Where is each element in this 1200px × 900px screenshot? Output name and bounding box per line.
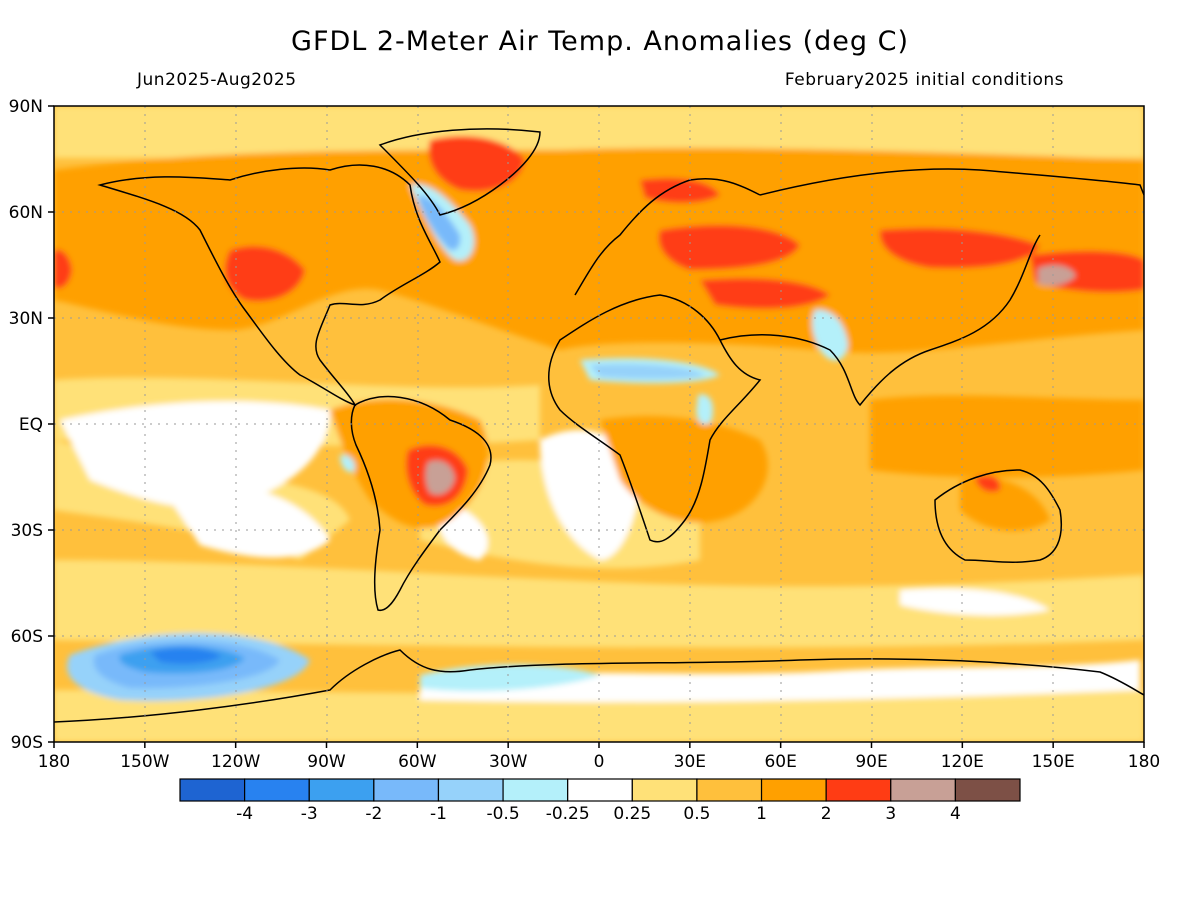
colorbar-swatch bbox=[437, 778, 504, 802]
lat-tick-label: 90N bbox=[9, 97, 43, 117]
initial-conditions: February2025 initial conditions bbox=[784, 70, 1064, 90]
lat-tick-label: 90S bbox=[11, 733, 43, 753]
forecast-period: Jun2025-Aug2025 bbox=[137, 70, 297, 90]
map-title: GFDL 2-Meter Air Temp. Anomalies (deg C) bbox=[291, 26, 909, 57]
lat-tick-label: 60S bbox=[11, 627, 43, 647]
lon-tick-label: 90W bbox=[307, 752, 346, 772]
lon-tick-label: 60W bbox=[398, 752, 437, 772]
lat-tick-label: 60N bbox=[9, 203, 43, 223]
lat-tick-label: 30N bbox=[9, 309, 43, 329]
latitude-axis: 90N 60N 30N EQ 30S 60S 90S bbox=[9, 97, 54, 753]
colorbar-label: 3 bbox=[885, 804, 896, 824]
lon-tick-label: 30W bbox=[489, 752, 528, 772]
colorbar-label: -2 bbox=[365, 804, 382, 824]
colorbar-swatch bbox=[502, 778, 569, 802]
colorbar-swatch bbox=[890, 778, 956, 802]
lon-tick-label: 180 bbox=[38, 752, 70, 772]
colorbar-swatch bbox=[373, 778, 440, 802]
lat-tick-label: EQ bbox=[19, 415, 43, 435]
longitude-axis: 180 150W 120W 90W 60W 30W 0 30E 60E 90E 120E 150E 18… bbox=[38, 742, 1160, 772]
coastlines bbox=[54, 128, 1144, 723]
colorbar-label: -0.25 bbox=[546, 804, 590, 824]
colorbar-swatch bbox=[954, 778, 1021, 802]
colorbar-swatch bbox=[567, 778, 633, 802]
colorbar-label: -1 bbox=[430, 804, 447, 824]
lon-tick-label: 30E bbox=[674, 752, 706, 772]
colorbar-swatch bbox=[308, 778, 375, 802]
lon-tick-label: 120W bbox=[211, 752, 260, 772]
lon-tick-label: 60E bbox=[764, 752, 796, 772]
lon-tick-label: 150E bbox=[1032, 752, 1075, 772]
colorbar-label: 4 bbox=[950, 804, 961, 824]
colorbar-swatch bbox=[760, 778, 827, 802]
colorbar-swatch bbox=[179, 778, 246, 802]
lon-tick-label: 180 bbox=[1128, 752, 1160, 772]
lon-tick-label: 120E bbox=[941, 752, 984, 772]
colorbar-label: 0.25 bbox=[613, 804, 651, 824]
lon-tick-label: 0 bbox=[594, 752, 605, 772]
colorbar-swatch bbox=[825, 778, 892, 802]
lon-tick-label: 150W bbox=[120, 752, 169, 772]
anomaly-field bbox=[54, 106, 1144, 742]
colorbar-swatch bbox=[696, 778, 763, 802]
colorbar-label: -0.5 bbox=[486, 804, 519, 824]
colorbar-swatch bbox=[244, 778, 310, 802]
lon-tick-label: 90E bbox=[855, 752, 887, 772]
colorbar: -4 -3 -2 -1 -0.5 -0.25 0.25 0.5 1 2 3 4 bbox=[179, 778, 1021, 824]
colorbar-label: -3 bbox=[301, 804, 318, 824]
colorbar-label: 2 bbox=[821, 804, 832, 824]
colorbar-label: -4 bbox=[236, 804, 253, 824]
graticule bbox=[54, 106, 1144, 742]
colorbar-swatch bbox=[631, 778, 698, 802]
colorbar-label: 0.5 bbox=[683, 804, 710, 824]
lat-tick-label: 30S bbox=[11, 521, 43, 541]
colorbar-label: 1 bbox=[756, 804, 767, 824]
